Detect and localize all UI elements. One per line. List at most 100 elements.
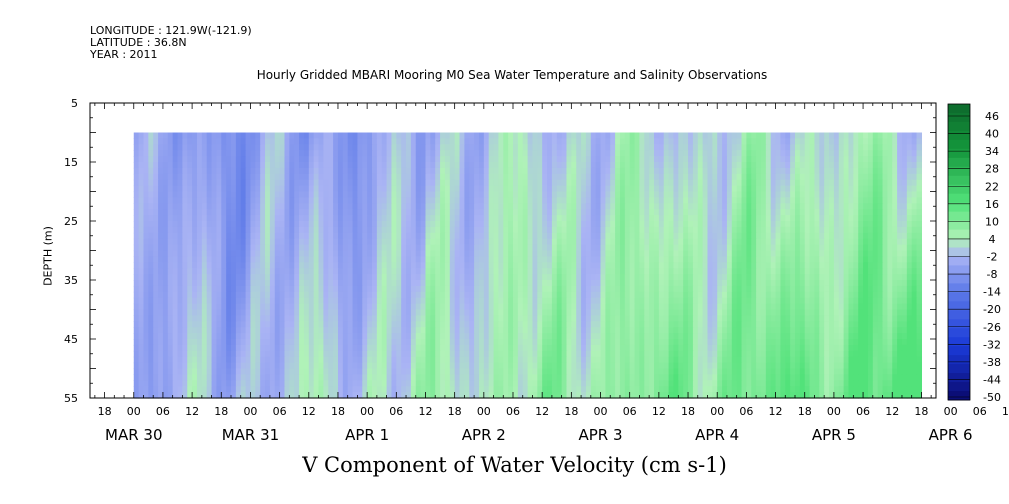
heatmap-cell: [357, 209, 363, 216]
heatmap-cell: [882, 167, 888, 175]
heatmap-cell: [537, 156, 543, 163]
heatmap-cell: [911, 256, 918, 263]
heatmap-cell: [692, 173, 699, 181]
heatmap-cell: [474, 162, 480, 169]
heatmap-cell: [692, 179, 699, 187]
heatmap-cell: [624, 197, 631, 204]
heatmap-cell: [493, 150, 500, 157]
heatmap-cell: [449, 144, 456, 151]
heatmap-cell: [765, 167, 772, 175]
heatmap-cell: [196, 238, 203, 246]
heatmap-cell: [537, 309, 543, 316]
heatmap-cell: [206, 185, 213, 193]
heatmap-cell: [440, 303, 446, 311]
heatmap-cell: [673, 238, 679, 246]
heatmap-cell: [824, 215, 830, 222]
heatmap-cell: [483, 215, 490, 222]
heatmap-cell: [654, 144, 660, 151]
heatmap-cell: [206, 268, 213, 275]
heatmap-cell: [333, 215, 339, 222]
heatmap-cell: [265, 221, 271, 228]
heatmap-cell: [683, 291, 689, 299]
heatmap-cell: [795, 250, 801, 257]
heatmap-cell: [639, 221, 645, 228]
heatmap-cell: [916, 285, 923, 293]
heatmap-cell: [352, 268, 359, 275]
heatmap-cell: [814, 179, 820, 187]
heatmap-cell: [551, 209, 558, 216]
heatmap-cell: [619, 179, 626, 187]
heatmap-cell: [289, 280, 295, 287]
heatmap-cell: [795, 138, 801, 145]
heatmap-cell: [722, 132, 728, 139]
heatmap-cell: [726, 156, 733, 163]
heatmap-cell: [279, 203, 286, 210]
heatmap-cell: [440, 209, 446, 216]
heatmap-cell: [751, 238, 757, 246]
heatmap-cell: [882, 191, 888, 198]
heatmap-cell: [503, 262, 509, 269]
heatmap-cell: [342, 309, 349, 316]
heatmap-cell: [303, 309, 310, 316]
heatmap-cell: [916, 291, 923, 299]
heatmap-cell: [814, 226, 820, 234]
heatmap-cell: [712, 191, 718, 198]
heatmap-cell: [464, 256, 470, 263]
heatmap-cell: [571, 262, 577, 269]
heatmap-cell: [221, 303, 227, 311]
heatmap-cell: [605, 297, 611, 305]
heatmap-cell: [547, 256, 553, 263]
heatmap-cell: [707, 156, 713, 163]
heatmap-cell: [867, 250, 874, 257]
heatmap-cell: [231, 238, 237, 246]
heatmap-cell: [649, 173, 655, 181]
heatmap-cell: [576, 156, 582, 163]
heatmap-cell: [187, 191, 193, 198]
heatmap-cell: [663, 185, 670, 193]
heatmap-cell: [231, 156, 237, 163]
heatmap-cell: [372, 274, 378, 281]
heatmap-cell: [532, 244, 538, 252]
heatmap-cell: [211, 238, 218, 246]
heatmap-cell: [245, 309, 252, 316]
heatmap-cell: [746, 285, 752, 293]
heatmap-cell: [279, 144, 286, 151]
heatmap-cell: [702, 215, 709, 222]
heatmap-cell: [318, 297, 324, 305]
heatmap-cell: [790, 232, 796, 240]
heatmap-cell: [863, 167, 869, 175]
heatmap-cell: [328, 138, 334, 145]
heatmap-cell: [513, 232, 519, 240]
heatmap-cell: [162, 238, 169, 246]
heatmap-cell: [581, 297, 587, 305]
heatmap-cell: [508, 132, 514, 139]
heatmap-cell: [629, 203, 636, 210]
heatmap-cell: [318, 221, 324, 228]
heatmap-cell: [765, 138, 772, 145]
heatmap-cell: [308, 268, 315, 275]
heatmap-cell: [250, 179, 256, 187]
heatmap-cell: [138, 162, 145, 169]
heatmap-cell: [615, 167, 621, 175]
heatmap-cell: [556, 285, 563, 293]
heatmap-cell: [396, 268, 402, 275]
heatmap-cell: [498, 197, 504, 204]
heatmap-cell: [313, 256, 320, 263]
heatmap-cell: [785, 226, 791, 234]
heatmap-cell: [906, 274, 913, 281]
heatmap-cell: [731, 209, 738, 216]
heatmap-cell: [357, 262, 363, 269]
heatmap-cell: [478, 268, 485, 275]
heatmap-cell: [892, 238, 898, 246]
heatmap-cell: [877, 138, 884, 145]
heatmap-cell: [746, 232, 752, 240]
heatmap-cell: [688, 144, 694, 151]
heatmap-cell: [425, 197, 431, 204]
heatmap-cell: [376, 215, 383, 222]
heatmap-cell: [843, 185, 850, 193]
heatmap-cell: [245, 285, 252, 293]
heatmap-cell: [639, 244, 645, 252]
heatmap-cell: [430, 167, 436, 175]
heatmap-cell: [654, 215, 660, 222]
heatmap-cell: [906, 244, 913, 252]
